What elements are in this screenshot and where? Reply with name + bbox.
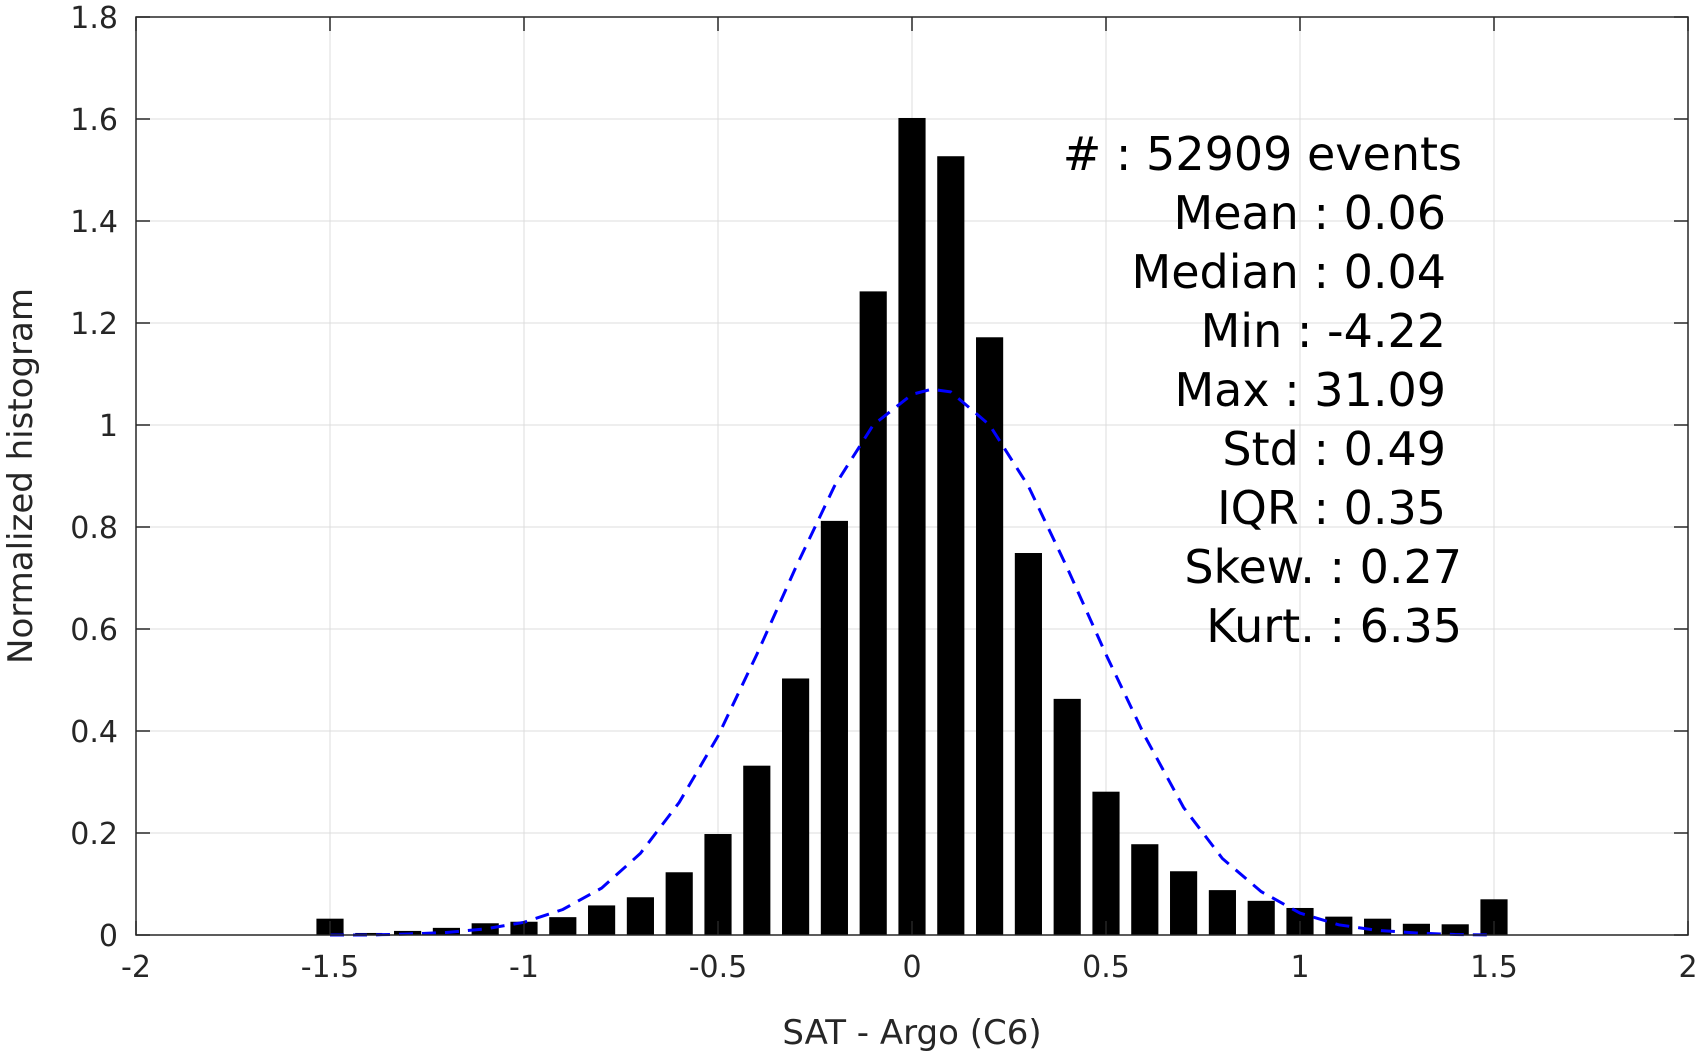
- histogram-bar-11: [743, 765, 771, 935]
- histogram-bar-6: [549, 917, 577, 935]
- y-tick-label-0: 0: [99, 919, 118, 954]
- histogram-bar-14: [859, 291, 887, 935]
- axis-ticks: [135, 16, 1689, 936]
- histogram-bar-7: [588, 905, 616, 935]
- histogram-bar-21: [1131, 844, 1159, 935]
- y-tick-label-6: 1.2: [70, 307, 118, 342]
- x-tick-label-6: 1: [1290, 950, 1309, 985]
- histogram-bar-16: [937, 156, 965, 936]
- y-tick-label-9: 1.8: [70, 1, 118, 36]
- y-tick-label-1: 0.2: [70, 817, 118, 852]
- x-tick-labels: -2 -1.5 -1 -0.5 0 0.5 1 1.5 2: [121, 950, 1698, 985]
- x-tick-label-7: 1.5: [1470, 950, 1518, 985]
- x-tick-label-4: 0: [902, 950, 921, 985]
- y-tick-label-2: 0.4: [70, 715, 118, 750]
- histogram-bar-4: [471, 923, 499, 935]
- histogram-bar-22: [1170, 871, 1198, 935]
- x-axis-label: SAT - Argo (C6): [782, 1013, 1041, 1053]
- stats-line-6: IQR : 0.35: [1217, 481, 1446, 535]
- x-tick-label-3: -0.5: [689, 950, 748, 985]
- stats-line-8: Kurt. : 6.35: [1206, 599, 1462, 653]
- histogram-bar-10: [704, 834, 732, 935]
- histogram-bar-23: [1208, 890, 1236, 935]
- normal-fit-curve: [330, 387, 1495, 937]
- stats-line-0: # : 52909 events: [1063, 127, 1462, 181]
- y-tick-label-8: 1.6: [70, 103, 118, 138]
- y-axis-label: Normalized histogram: [1, 288, 41, 664]
- x-tick-label-1: -1.5: [301, 950, 360, 985]
- histogram-bar-13: [820, 520, 848, 935]
- histogram-bar-29: [1441, 924, 1469, 935]
- histogram-bar-27: [1364, 918, 1392, 935]
- stats-line-3: Min : -4.22: [1201, 304, 1446, 358]
- x-tick-label-2: -1: [509, 950, 539, 985]
- y-tick-label-5: 1: [99, 409, 118, 444]
- x-tick-label-0: -2: [121, 950, 151, 985]
- histogram-bar-19: [1053, 698, 1081, 935]
- stats-line-7: Skew. : 0.27: [1184, 540, 1462, 594]
- histogram-bar-28: [1402, 923, 1430, 935]
- stats-line-4: Max : 31.09: [1174, 363, 1446, 417]
- histogram-bar-9: [665, 872, 693, 935]
- y-tick-label-4: 0.8: [70, 511, 118, 546]
- histogram-bar-15: [898, 117, 926, 936]
- histogram-bar-8: [626, 897, 654, 935]
- histogram-bar-1: [355, 932, 383, 935]
- histogram-bars: [316, 117, 1508, 936]
- y-tick-label-3: 0.6: [70, 613, 118, 648]
- histogram-bar-24: [1247, 900, 1275, 935]
- histogram-bar-17: [976, 337, 1004, 935]
- histogram-bar-18: [1014, 553, 1042, 935]
- x-tick-label-5: 0.5: [1082, 950, 1130, 985]
- y-tick-labels: 0 0.2 0.4 0.6 0.8 1 1.2 1.4 1.6 1.8: [70, 1, 118, 954]
- y-tick-label-7: 1.4: [70, 205, 118, 240]
- stats-line-5: Std : 0.49: [1222, 422, 1446, 476]
- histogram-bar-12: [782, 678, 810, 935]
- x-tick-label-8: 2: [1678, 950, 1697, 985]
- stats-line-2: Median : 0.04: [1132, 245, 1446, 299]
- stats-line-1: Mean : 0.06: [1174, 186, 1447, 240]
- histogram-bar-20: [1092, 791, 1120, 935]
